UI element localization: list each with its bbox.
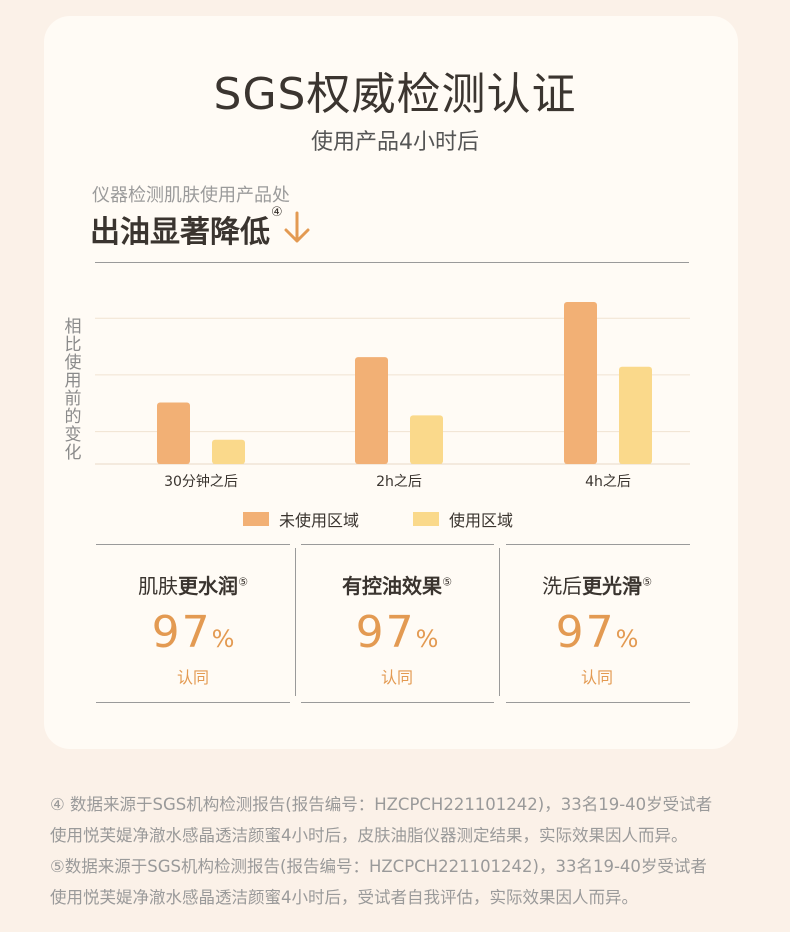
legend-item-1: 使用区域 xyxy=(413,507,513,531)
stat-label: 肌肤更水润⑤ xyxy=(138,574,248,598)
legend-item-0: 未使用区域 xyxy=(243,507,359,531)
section-headline: 出油显著降低 ④ xyxy=(90,205,310,251)
section-caption: 仪器检测肌肤使用产品处 xyxy=(92,185,290,206)
bar-treated-0 xyxy=(212,439,245,464)
stat-card-moisture: 肌肤更水润⑤ 97% 认同 xyxy=(96,570,290,688)
stats-bottom-rule xyxy=(301,702,494,703)
bar-treated-2 xyxy=(619,366,652,464)
x-tick-label: 2h之后 xyxy=(376,474,422,490)
legend-swatch-1 xyxy=(413,512,439,526)
headline-text: 出油显著降低 xyxy=(90,215,270,250)
stats-divider xyxy=(499,548,500,696)
arrow-down-icon xyxy=(284,211,310,243)
page-title: SGS权威检测认证 xyxy=(213,69,577,120)
footnote-mark: ④ xyxy=(271,205,283,220)
footnote-line: ④ 数据来源于SGS机构检测报告(报告编号：HZCPCH221101242)，3… xyxy=(50,795,713,814)
footnote-line: 使用悦芙媞净澈水感晶透洁颜蜜4小时后，受试者自我评估，实际效果因人而异。 xyxy=(50,888,638,907)
bar-untreated-0 xyxy=(157,402,190,464)
legend-label-0: 未使用区域 xyxy=(279,511,360,530)
stat-label: 有控油效果⑤ xyxy=(342,574,452,598)
y-axis-label: 相比使用前的变化 xyxy=(64,317,82,463)
stat-label: 洗后更光滑⑤ xyxy=(542,574,652,598)
bar-untreated-2 xyxy=(564,302,597,464)
stat-value: 97% xyxy=(151,607,235,658)
footnote-line: ⑤数据来源于SGS机构检测报告(报告编号：HZCPCH221101242)，33… xyxy=(50,857,707,876)
stat-note: 认同 xyxy=(580,668,613,687)
stats-top-rule xyxy=(96,544,290,545)
x-tick-label: 4h之后 xyxy=(585,474,631,490)
legend-label-1: 使用区域 xyxy=(449,511,514,530)
stats-divider xyxy=(295,548,296,696)
bar-treated-1 xyxy=(410,415,443,464)
bar-chart: 30分钟之后 2h之后 4h之后 xyxy=(95,302,690,490)
top-divider xyxy=(95,262,689,263)
stat-value: 97% xyxy=(355,607,439,658)
stat-note: 认同 xyxy=(176,668,209,687)
x-tick-label: 30分钟之后 xyxy=(164,473,238,490)
stats-top-rule xyxy=(506,544,690,545)
bar-untreated-1 xyxy=(355,357,388,464)
stat-card-smooth: 洗后更光滑⑤ 97% 认同 xyxy=(504,570,690,688)
stat-card-oil-control: 有控油效果⑤ 97% 认同 xyxy=(299,570,495,688)
footnotes: ④ 数据来源于SGS机构检测报告(报告编号：HZCPCH221101242)，3… xyxy=(50,789,750,913)
stats-bottom-rule xyxy=(506,702,690,703)
stat-note: 认同 xyxy=(380,668,413,687)
stats-top-rule xyxy=(301,544,494,545)
stat-value: 97% xyxy=(555,607,639,658)
page-subtitle: 使用产品4小时后 xyxy=(311,130,479,155)
legend-swatch-0 xyxy=(243,512,269,526)
stats-bottom-rule xyxy=(96,702,290,703)
footnote-line: 使用悦芙媞净澈水感晶透洁颜蜜4小时后，皮肤油脂仪器测定结果，实际效果因人而异。 xyxy=(50,826,688,845)
